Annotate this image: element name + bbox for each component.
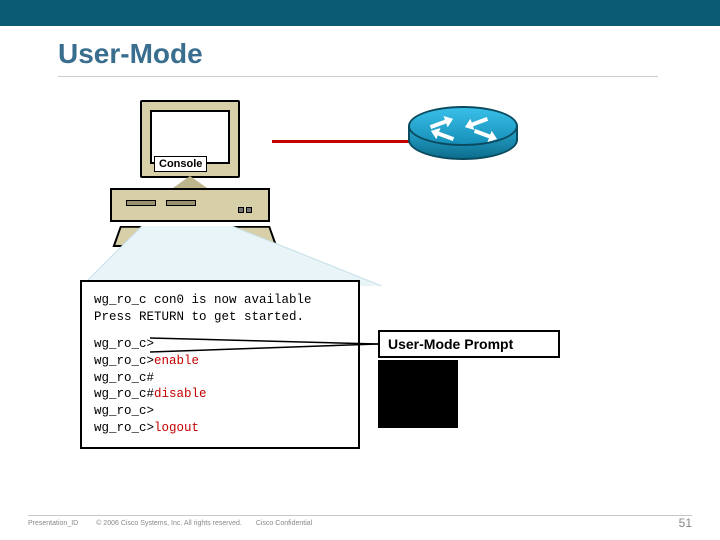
router-top	[408, 106, 518, 146]
copyright-text: © 2006 Cisco Systems, Inc. All rights re…	[96, 520, 242, 527]
cpu-box-icon	[110, 188, 270, 222]
router-arrow-icon	[436, 131, 454, 141]
terminal-output-box: wg_ro_c con0 is now available Press RETU…	[80, 280, 360, 449]
spotlight-cone	[82, 226, 382, 286]
router-icon	[408, 106, 518, 174]
terminal-line: wg_ro_c>logout	[94, 420, 346, 437]
console-label: Console	[154, 156, 207, 172]
slide-footer: Presentation_ID © 2006 Cisco Systems, In…	[28, 516, 692, 530]
terminal-line: Press RETURN to get started.	[94, 309, 346, 326]
drive-slot-icon	[126, 200, 156, 206]
terminal-line: wg_ro_c>	[94, 403, 346, 420]
terminal-line: wg_ro_c#	[94, 370, 346, 387]
presentation-id: Presentation_ID	[28, 520, 78, 527]
page-number: 51	[679, 516, 692, 530]
confidential-label: Cisco Confidential	[256, 520, 312, 527]
cpu-buttons-icon	[236, 200, 258, 214]
router-arrow-icon	[474, 129, 492, 139]
terminal-line: wg_ro_c con0 is now available	[94, 292, 346, 309]
user-mode-prompt-callout: User-Mode Prompt	[378, 330, 560, 358]
router-arrow-icon	[470, 117, 488, 127]
callout-connector	[150, 330, 380, 360]
title-underline	[58, 76, 658, 77]
top-accent-bar	[0, 0, 720, 26]
slide-title: User-Mode	[58, 38, 203, 70]
drive-slot-icon	[166, 200, 196, 206]
connection-line	[272, 140, 412, 143]
terminal-line: wg_ro_c#disable	[94, 386, 346, 403]
callout-shadow	[378, 360, 458, 428]
